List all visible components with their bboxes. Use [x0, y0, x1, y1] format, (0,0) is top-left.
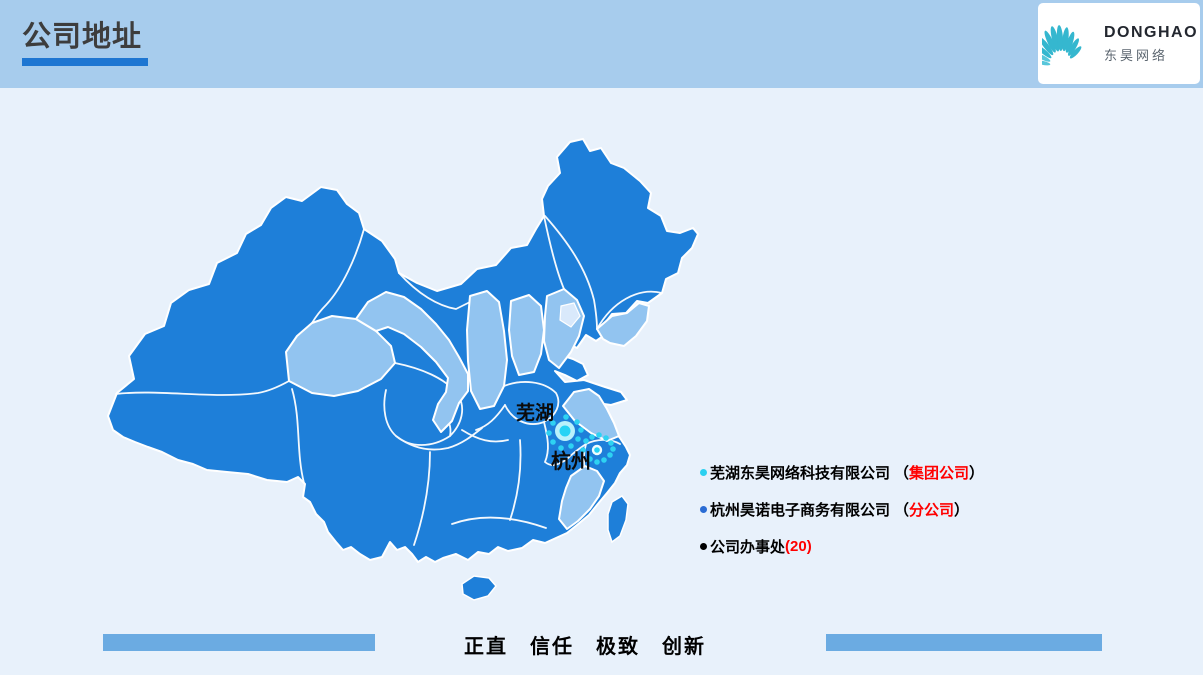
legend-highlight: 分公司	[909, 502, 955, 519]
legend-paren-close: )	[806, 538, 812, 555]
province-shaanxi	[466, 290, 508, 410]
province-jiangsu	[562, 388, 620, 442]
hangzhou-label: 杭州	[551, 449, 591, 473]
province-hebei	[543, 288, 585, 369]
logo-fan-icon	[1042, 24, 1082, 65]
wuhu-label: 芜湖	[516, 401, 554, 424]
legend-paren-close: ）	[954, 502, 970, 519]
motto-word: 信任	[530, 636, 574, 658]
province-liaoning	[596, 302, 650, 347]
legend: 芜湖东昊网络科技有限公司 （ 集团公司 ） 杭州昊诺电子商务有限公司 （ 分公司…	[700, 462, 984, 557]
legend-text: 芜湖东昊网络科技有限公司	[710, 465, 891, 482]
island-hainan	[461, 575, 497, 601]
legend-paren-open: （	[894, 502, 910, 519]
legend-bullet-blue	[700, 506, 707, 513]
header-band: 公司地址 DONGHAO	[0, 0, 1203, 88]
legend-paren-open: （	[894, 465, 910, 482]
logo: DONGHAO 东昊网络	[1038, 3, 1200, 84]
footer-bar-right	[826, 634, 1102, 651]
province-shanxi	[508, 294, 545, 376]
title-wrap: 公司地址	[22, 20, 148, 66]
china-mainland	[107, 138, 699, 563]
province-gansu	[355, 291, 469, 433]
logo-subtitle: 东昊网络	[1104, 47, 1169, 63]
legend-highlight: 集团公司	[909, 465, 970, 482]
logo-text: DONGHAO 东昊网络	[1104, 24, 1198, 64]
motto: 正直 信任 极致 创新	[464, 630, 706, 659]
legend-bullet-black	[700, 543, 707, 550]
light-provinces	[285, 288, 650, 530]
page-title: 公司地址	[22, 21, 143, 53]
island-taiwan	[607, 495, 629, 544]
legend-item-group-company: 芜湖东昊网络科技有限公司 （ 集团公司 ）	[700, 462, 984, 483]
motto-word: 极致	[596, 636, 640, 658]
office-dots	[546, 414, 616, 465]
legend-highlight: 20	[790, 538, 807, 555]
province-fujian	[558, 465, 605, 530]
hangzhou-marker	[591, 444, 603, 456]
legend-paren-close: ）	[969, 465, 985, 482]
motto-word: 创新	[662, 636, 706, 658]
legend-item-offices: 公司办事处 ( 20 )	[700, 536, 984, 557]
legend-bullet-cyan	[700, 469, 707, 476]
province-qinghai	[285, 315, 396, 397]
province-beijing	[559, 302, 581, 328]
legend-text: 杭州昊诺电子商务有限公司	[710, 502, 891, 519]
footer-bar-left	[103, 634, 375, 651]
wuhu-marker	[555, 421, 575, 441]
legend-paren-open: (	[785, 538, 791, 555]
legend-item-branch-company: 杭州昊诺电子商务有限公司 （ 分公司 ）	[700, 499, 984, 520]
motto-word: 正直	[464, 636, 508, 658]
title-underline	[22, 57, 148, 66]
logo-name: DONGHAO	[1104, 23, 1199, 41]
legend-text: 公司办事处	[710, 539, 786, 556]
